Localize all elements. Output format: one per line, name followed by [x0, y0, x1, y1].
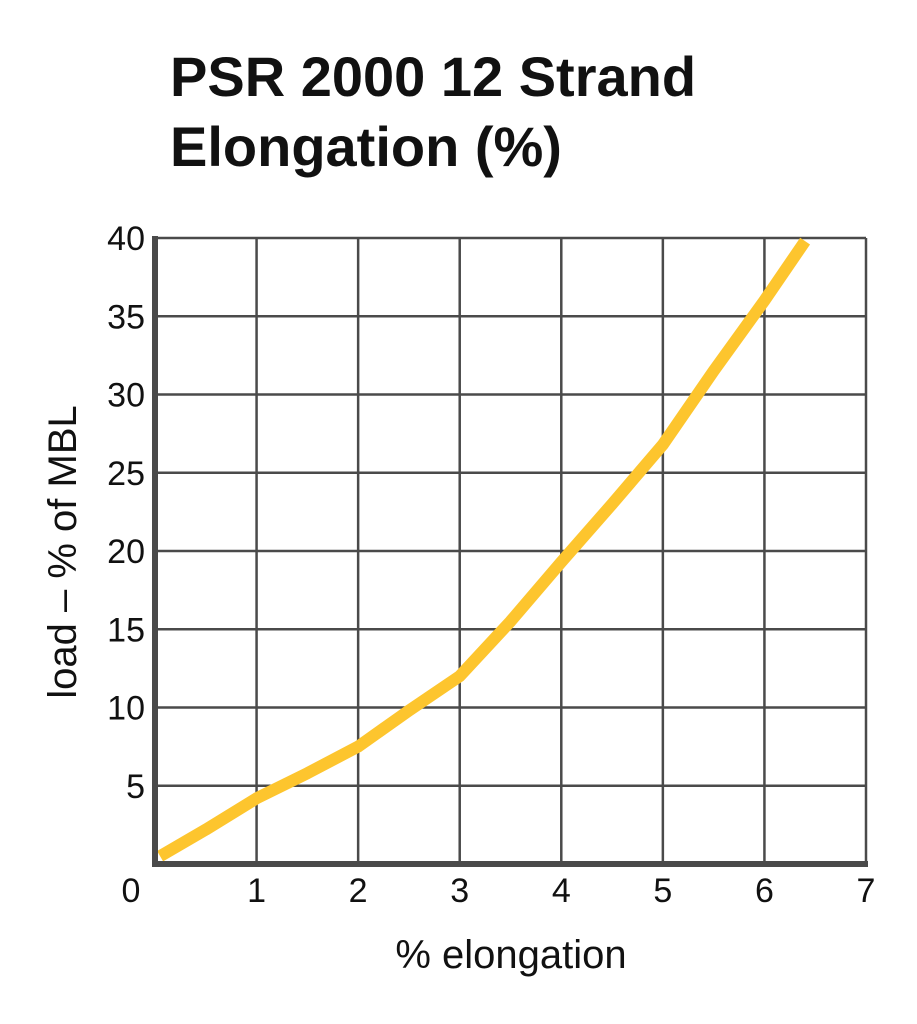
x-tick-label-0: 0	[122, 872, 141, 910]
y-tick-label-35: 35	[107, 298, 145, 336]
y-tick-label-40: 40	[107, 220, 145, 258]
series-line-0	[157, 237, 811, 862]
x-tick-label-2: 2	[349, 872, 368, 910]
y-axis-title: load – % of MBL	[41, 405, 85, 699]
x-tick-label-7: 7	[857, 872, 876, 910]
y-tick-label-15: 15	[107, 611, 145, 649]
tick-labels: 0 1 2 3 4 5 6 7 5 10 15 20 25 30 35 40	[107, 220, 875, 910]
chart-title-line-1: PSR 2000 12 Strand	[170, 45, 697, 108]
x-tick-label-5: 5	[653, 872, 672, 910]
x-axis-title: % elongation	[395, 933, 626, 977]
y-tick-label-30: 30	[107, 377, 145, 415]
series-layer	[157, 237, 811, 862]
x-tick-label-3: 3	[450, 872, 469, 910]
y-tick-label-25: 25	[107, 455, 145, 493]
y-tick-label-5: 5	[126, 768, 145, 806]
x-tick-label-4: 4	[552, 872, 571, 910]
grid	[155, 236, 868, 864]
chart-title: PSR 2000 12 Strand Elongation (%)	[170, 42, 890, 182]
axes	[152, 236, 868, 867]
x-tick-label-6: 6	[755, 872, 774, 910]
y-tick-label-20: 20	[107, 533, 145, 571]
y-tick-label-10: 10	[107, 690, 145, 728]
chart-title-line-2: Elongation (%)	[170, 115, 562, 178]
x-tick-label-1: 1	[247, 872, 266, 910]
